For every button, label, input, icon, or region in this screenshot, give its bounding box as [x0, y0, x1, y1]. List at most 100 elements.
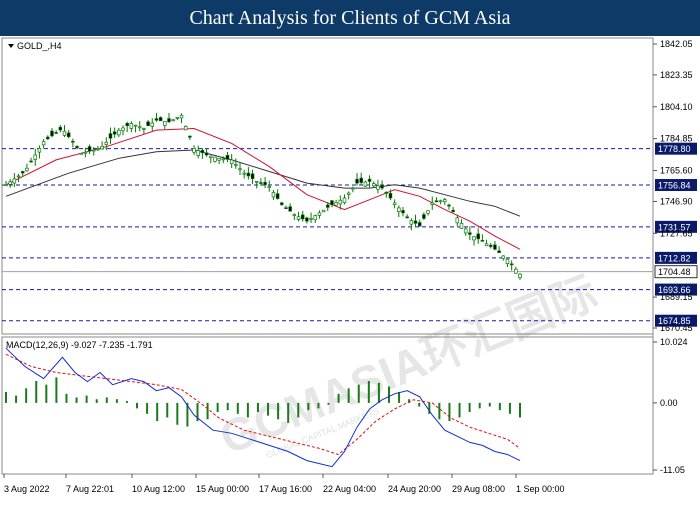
level-label: 1778.80	[658, 144, 691, 154]
current-price-label: 1704.48	[658, 267, 691, 277]
candle-body	[409, 220, 414, 225]
price-chart-svg[interactable]: GOLD_,H4 GCMASIA环汇国际 GLOBAL CAPITAL MARK…	[0, 36, 700, 500]
candle-body	[472, 236, 476, 241]
price-tick-label: 1784.85	[660, 134, 693, 144]
candle-body	[146, 121, 150, 127]
candle-body	[179, 114, 184, 119]
candle-body	[459, 223, 464, 229]
candle-body	[87, 146, 92, 152]
candle-body	[16, 175, 21, 178]
candle-body	[188, 135, 192, 138]
candle-body	[422, 214, 426, 219]
price-tick-label: 1670.45	[660, 323, 693, 333]
candle-body	[238, 168, 242, 171]
candle-body	[79, 152, 83, 155]
candle-body	[112, 131, 117, 135]
candle-body	[367, 178, 372, 182]
candle-body	[92, 149, 96, 152]
candle-body	[217, 157, 221, 161]
chart-panel[interactable]: GOLD_,H4 GCMASIA环汇国际 GLOBAL CAPITAL MARK…	[0, 36, 700, 500]
candle-body	[204, 152, 209, 156]
candle-body	[476, 233, 480, 240]
candle-body	[430, 202, 434, 205]
candle-body	[488, 244, 493, 247]
candle-body	[234, 163, 238, 166]
candle-body	[280, 202, 284, 205]
candle-body	[300, 214, 305, 220]
price-tick-label: 1746.90	[660, 196, 693, 206]
candle-body	[313, 215, 317, 221]
candle-body	[334, 202, 338, 206]
candle-body	[41, 141, 46, 146]
candle-body	[505, 258, 510, 264]
candle-body	[342, 197, 347, 204]
candle-body	[397, 207, 401, 213]
candle-body	[20, 171, 25, 174]
level-label: 1674.85	[658, 316, 691, 326]
macd-signal-line	[5, 353, 521, 456]
x-tick-label: 1 Sep 00:00	[516, 484, 565, 494]
x-tick-label: 3 Aug 2022	[4, 484, 50, 494]
price-tick-label: 1765.60	[660, 166, 693, 176]
candle-body	[426, 210, 430, 214]
candle-body	[142, 128, 146, 130]
candle-body	[317, 212, 322, 216]
candle-body	[296, 216, 301, 220]
candle-body	[376, 185, 380, 190]
candle-body	[514, 268, 518, 274]
candle-body	[271, 192, 276, 198]
collapse-triangle-icon[interactable]	[8, 44, 14, 48]
candle-body	[455, 217, 460, 224]
candle-body	[129, 123, 134, 129]
candle-body	[413, 220, 418, 224]
level-label: 1756.84	[658, 181, 691, 191]
level-label-box	[655, 283, 697, 296]
price-tick-label: 1689.15	[660, 292, 693, 302]
candle-body	[229, 159, 234, 165]
candle-body	[96, 148, 100, 151]
candle-body	[121, 127, 125, 132]
candle-body	[405, 216, 409, 219]
candle-body	[167, 118, 171, 123]
level-label: 1712.82	[658, 253, 691, 263]
candle-body	[254, 181, 259, 183]
level-label-box	[655, 251, 697, 264]
candle-body	[196, 150, 200, 156]
x-tick-label: 10 Aug 12:00	[132, 484, 185, 494]
current-price-box	[654, 265, 698, 279]
candle-body	[259, 182, 263, 184]
x-tick-label: 29 Aug 08:00	[452, 484, 505, 494]
macd-tick-label: -11.05	[660, 465, 685, 475]
candle-body	[71, 140, 75, 143]
candle-body	[263, 181, 267, 186]
candle-body	[443, 199, 447, 202]
candle-body	[468, 232, 472, 235]
candle-body	[292, 214, 297, 217]
candle-body	[209, 155, 213, 158]
candle-body	[463, 228, 468, 234]
candle-body	[497, 250, 501, 253]
price-tick-label: 1823.35	[660, 70, 693, 80]
symbol-label: GOLD_,H4	[17, 41, 62, 51]
candle-body	[66, 132, 71, 138]
price-tick-label: 1842.05	[660, 39, 693, 49]
candle-body	[225, 154, 230, 160]
candle-body	[154, 118, 159, 121]
x-tick-label: 22 Aug 04:00	[323, 484, 376, 494]
price-tick-label: 1727.65	[660, 228, 693, 238]
candle-body	[501, 255, 506, 259]
candle-body	[338, 199, 343, 205]
candle-body	[484, 243, 489, 247]
candle-body	[288, 206, 292, 212]
macd-label: MACD(12,26,9) -9.027 -7.235 -1.791	[6, 340, 153, 350]
macd-tick-label: 10.024	[660, 337, 688, 347]
level-label-box	[655, 314, 697, 327]
candle-body	[171, 119, 175, 122]
candle-body	[83, 151, 88, 154]
candle-body	[493, 244, 497, 250]
level-label-box	[655, 179, 697, 192]
x-tick-label: 17 Aug 16:00	[259, 484, 312, 494]
candle-body	[480, 239, 485, 242]
candle-body	[4, 184, 8, 187]
candle-body	[54, 132, 58, 134]
